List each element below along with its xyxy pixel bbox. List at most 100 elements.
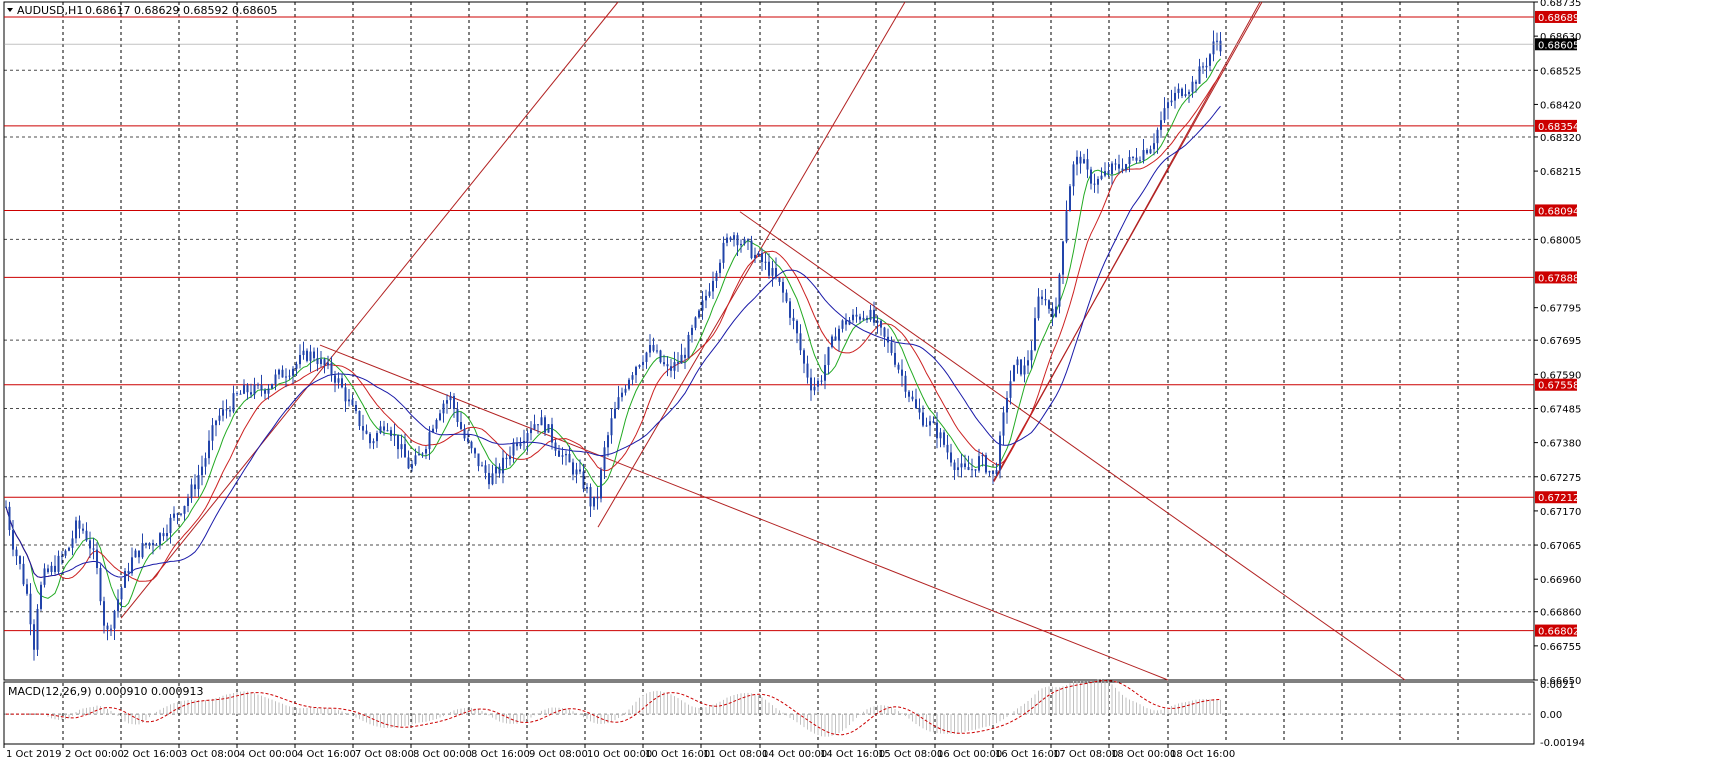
candle-body bbox=[624, 388, 627, 393]
candle-body bbox=[19, 556, 21, 564]
candle-body bbox=[1006, 397, 1008, 413]
candle-body bbox=[449, 395, 452, 401]
candle-body bbox=[439, 413, 441, 420]
candle-body bbox=[138, 550, 140, 558]
candle-body bbox=[848, 320, 851, 325]
candle-body bbox=[320, 359, 322, 365]
candle-body bbox=[397, 434, 399, 450]
candle-body bbox=[1097, 178, 1099, 185]
candle-body bbox=[621, 392, 623, 398]
time-tick-label: 10 Oct 00:00 bbox=[587, 749, 652, 760]
candle-body bbox=[883, 327, 886, 337]
candle-body bbox=[1093, 183, 1096, 185]
level-tag-label: 0.67888 bbox=[1538, 273, 1579, 284]
candle-body bbox=[194, 484, 196, 490]
ma-fast-line bbox=[5, 58, 1221, 608]
candle-body bbox=[684, 354, 686, 358]
candle-body bbox=[519, 443, 522, 447]
candle-body bbox=[1170, 100, 1173, 103]
candle-body bbox=[708, 291, 711, 296]
symbol-header: AUDUSD,H1 0.68617 0.68629 0.68592 0.6860… bbox=[7, 4, 277, 17]
candle-body bbox=[453, 395, 455, 409]
candle-body bbox=[701, 300, 704, 311]
candle-body bbox=[533, 424, 536, 430]
time-tick-label: 18 Oct 00:00 bbox=[1111, 749, 1176, 760]
price-tick-label: 0.68735 bbox=[1540, 0, 1581, 9]
candle-body bbox=[1100, 175, 1103, 179]
candle-body bbox=[222, 409, 224, 416]
level-tags: 0.68689 0.68354 0.68094 0.67888 0.67558 0.672… bbox=[4, 10, 1579, 638]
candle-body bbox=[939, 432, 942, 439]
candle-body bbox=[215, 420, 217, 426]
candle-body bbox=[505, 457, 508, 460]
candle-body bbox=[953, 462, 956, 470]
time-tick-label: 4 Oct 00:00 bbox=[239, 749, 298, 760]
candle-body bbox=[1142, 150, 1145, 161]
price-tick-label: 0.68005 bbox=[1540, 235, 1581, 246]
candle-body bbox=[474, 448, 476, 454]
candle-body bbox=[1198, 66, 1201, 84]
candle-body bbox=[117, 599, 119, 611]
price-tick-label: 0.68525 bbox=[1540, 66, 1581, 77]
candle-body bbox=[876, 320, 879, 323]
macd-tick-label: 0.00 bbox=[1540, 710, 1562, 721]
candle-body bbox=[131, 557, 133, 574]
candle-body bbox=[894, 352, 896, 365]
candle-body bbox=[866, 317, 868, 320]
time-tick-label: 14 Oct 00:00 bbox=[762, 749, 827, 760]
macd-header-label: MACD(12,26,9) 0.000910 0.000913 bbox=[8, 685, 204, 698]
candle-body bbox=[670, 366, 672, 371]
candle-body bbox=[488, 472, 490, 485]
candle-body bbox=[113, 610, 116, 629]
candle-body bbox=[92, 548, 95, 550]
candle-body bbox=[1209, 54, 1211, 66]
candle-body bbox=[5, 506, 7, 508]
candle-body bbox=[1149, 149, 1152, 154]
level-tag-label: 0.67212 bbox=[1538, 493, 1579, 504]
candle-body bbox=[82, 528, 84, 531]
candle-body bbox=[1205, 65, 1208, 68]
candle-body bbox=[1184, 94, 1187, 96]
candle-body bbox=[428, 432, 431, 450]
candle-body bbox=[162, 533, 165, 537]
candle-body bbox=[992, 470, 994, 474]
time-tick-label: 1 Oct 2019 bbox=[6, 749, 61, 760]
candle-body bbox=[1212, 41, 1215, 55]
candle-body bbox=[43, 568, 46, 585]
candle-body bbox=[208, 440, 210, 459]
candle-body bbox=[796, 320, 798, 334]
macd-panel: 0.0021 0.00 -0.00194 bbox=[4, 679, 1585, 749]
candle-body bbox=[442, 403, 445, 414]
candle-body bbox=[782, 281, 784, 293]
horizontal-levels bbox=[4, 16, 1534, 632]
price-axis: 0.68735 0.68630 0.68525 0.68420 0.68320 0.682… bbox=[1534, 0, 1581, 687]
candle-body bbox=[288, 375, 291, 377]
candle-body bbox=[1111, 163, 1113, 175]
candle-body bbox=[978, 456, 980, 471]
price-tick-label: 0.67485 bbox=[1540, 404, 1581, 415]
level-tag-label: 0.68094 bbox=[1538, 206, 1579, 217]
candle-body bbox=[642, 361, 644, 366]
price-tick-label: 0.66860 bbox=[1540, 608, 1581, 619]
main-plot-frame bbox=[3, 1, 1535, 681]
candle-body bbox=[1027, 360, 1029, 366]
candle-body bbox=[295, 364, 298, 369]
candle-body bbox=[698, 310, 700, 318]
candle-body bbox=[1107, 171, 1110, 175]
candle-body bbox=[1065, 211, 1068, 242]
candle-body bbox=[1051, 308, 1054, 317]
candle-body bbox=[264, 390, 266, 394]
candle-body bbox=[477, 453, 480, 467]
candle-body bbox=[376, 433, 378, 442]
candle-body bbox=[915, 399, 917, 409]
dropdown-triangle-icon[interactable] bbox=[7, 8, 13, 12]
candle-body bbox=[1030, 350, 1033, 361]
candle-body bbox=[645, 352, 648, 362]
candle-body bbox=[250, 392, 252, 395]
candle-body bbox=[785, 292, 788, 302]
trend-line bbox=[120, 1, 619, 619]
candle-body bbox=[1086, 159, 1089, 170]
candle-body bbox=[166, 533, 168, 537]
macd-tick-label: -0.00194 bbox=[1540, 738, 1585, 749]
